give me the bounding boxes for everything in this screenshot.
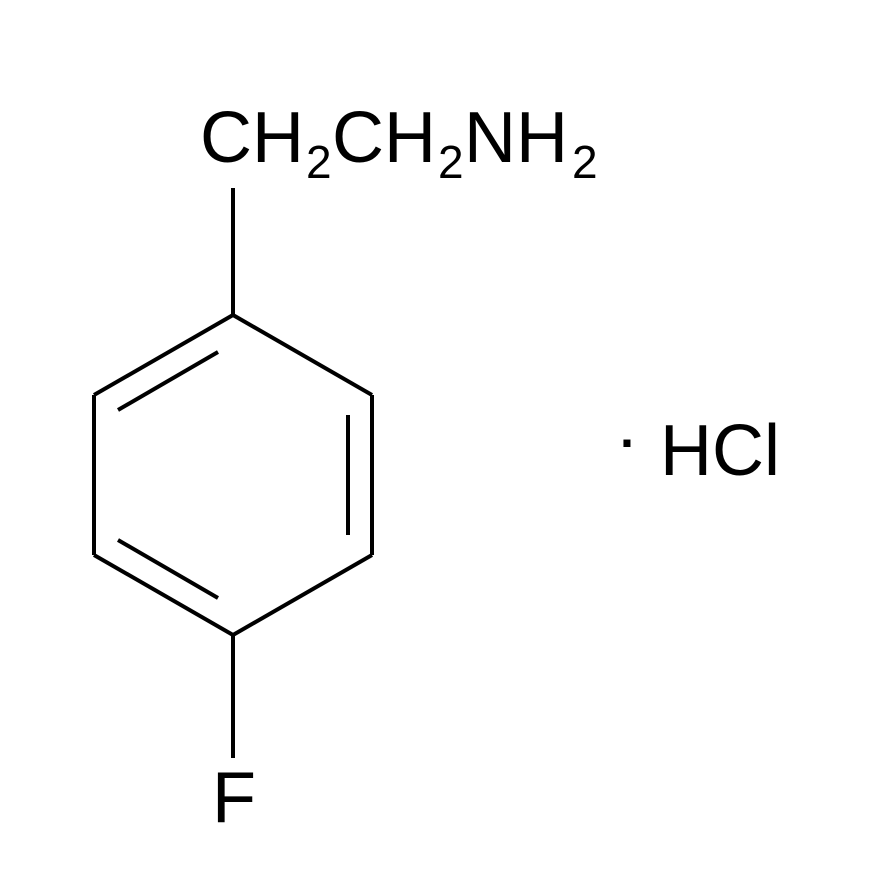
- chain-label-group: CH 2 CH 2 NH 2: [200, 98, 598, 188]
- chain-sub2-a: 2: [306, 136, 332, 188]
- fluorine-label: F: [212, 758, 256, 838]
- chain-ch-2: CH: [332, 98, 436, 178]
- chain-sub2-b: 2: [438, 136, 464, 188]
- svg-text:NH: NH: [464, 98, 568, 178]
- chain-nh: NH: [464, 98, 568, 178]
- svg-text:2: 2: [306, 136, 332, 188]
- benzene-ring: [94, 315, 372, 635]
- chain-sub2-c: 2: [572, 136, 598, 188]
- svg-text:2: 2: [572, 136, 598, 188]
- salt-label: HCl: [660, 411, 780, 491]
- svg-text:CH: CH: [332, 98, 436, 178]
- chain-ch-1: CH: [200, 98, 304, 178]
- svg-text:2: 2: [438, 136, 464, 188]
- chemical-structure-svg: CH 2 CH 2 NH 2 F · HCl: [0, 0, 890, 890]
- salt-dot: ·: [620, 415, 637, 471]
- svg-text:CH: CH: [200, 98, 304, 178]
